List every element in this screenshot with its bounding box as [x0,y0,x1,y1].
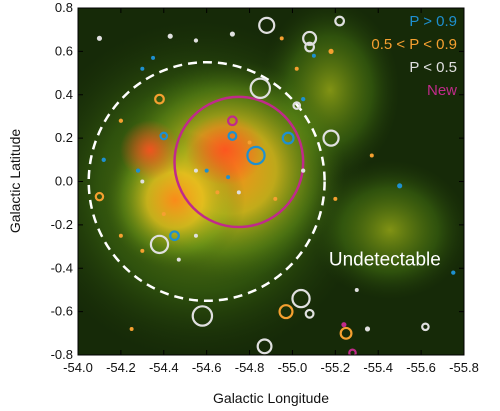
legend-entry: New [427,82,457,99]
legend-entry: 0.5 < P < 0.9 [371,36,457,53]
x-tick-label: -55.0 [278,360,308,375]
data-point [169,230,180,242]
data-point [364,326,371,332]
data-point [236,190,241,195]
data-point [118,233,123,238]
data-point [193,168,198,173]
data-point [149,234,170,255]
data-point [140,248,145,253]
data-point [249,77,272,99]
data-point [226,175,231,180]
data-point [311,53,316,58]
data-point [135,168,141,173]
y-tick-label: -0.2 [51,217,73,232]
data-point [227,130,238,141]
data-point [204,168,209,173]
data-point [322,129,340,147]
data-point [151,55,156,60]
data-point [301,96,306,102]
data-point [258,16,276,34]
data-point [291,288,311,309]
x-tick-label: -54.0 [63,360,93,375]
data-point [273,196,278,201]
data-point [215,190,220,195]
legend-entry: P < 0.5 [409,59,457,76]
x-tick-label: -54.4 [149,360,179,375]
x-tick-label: -54.2 [106,360,136,375]
data-point [339,326,353,340]
x-axis-label: Galactic Longitude [213,390,329,406]
data-point [140,66,145,71]
y-tick-label: -0.6 [51,304,73,319]
data-point [94,191,105,202]
x-tick-label: -55.8 [449,360,479,375]
infrared-background [78,8,464,355]
data-point [279,36,284,41]
data-point [294,66,299,71]
data-point [129,326,134,331]
x-tick-label: -54.8 [235,360,265,375]
y-tick-label: 0.0 [55,174,73,189]
data-point [229,31,235,37]
data-point [118,118,124,123]
data-point [354,287,359,292]
y-tick-label: 0.2 [55,130,73,145]
data-point [301,168,306,173]
y-axis-label: Galactic Latitude [7,129,23,233]
data-point [191,305,214,327]
legend: P > 0.9 0.5 < P < 0.9 P < 0.5 New [371,13,457,99]
data-point [193,38,199,43]
data-point [421,322,430,332]
undetectable-boundary [87,60,326,303]
y-tick-label: -0.8 [51,347,73,362]
data-point [176,257,181,262]
x-tick-label: -55.6 [406,360,436,375]
data-point [278,304,294,320]
data-point [140,179,145,184]
data-point [227,115,238,127]
data-point [333,196,338,201]
data-point [256,338,273,355]
y-tick-label: 0.4 [55,87,73,102]
data-point [167,33,173,39]
x-tick-label: -55.2 [321,360,351,375]
legend-entry: P > 0.9 [409,13,457,30]
data-point [154,93,165,105]
y-tick-label: -0.4 [51,260,73,275]
data-point [292,101,302,110]
x-tick-label: -55.4 [363,360,393,375]
data-point [247,140,252,145]
data-point [451,270,456,275]
data-point [369,153,374,158]
data-point [96,35,103,41]
new-region-circle [173,95,305,229]
x-tick-label: -54.6 [192,360,222,375]
data-point [304,41,315,53]
data-point [328,48,334,54]
data-point [101,157,106,162]
data-point [302,30,318,46]
data-point [193,233,198,238]
data-point [341,322,347,328]
annotation-label: Undetectable [329,250,441,271]
y-tick-label: 0.8 [55,0,73,15]
data-point [159,131,169,141]
data-point [281,131,295,145]
data-point [246,145,266,166]
data-point [397,183,403,189]
y-tick-label: 0.6 [55,43,73,58]
data-point [348,348,357,355]
data-point [161,212,166,217]
data-point [334,15,346,27]
data-point [304,308,315,319]
